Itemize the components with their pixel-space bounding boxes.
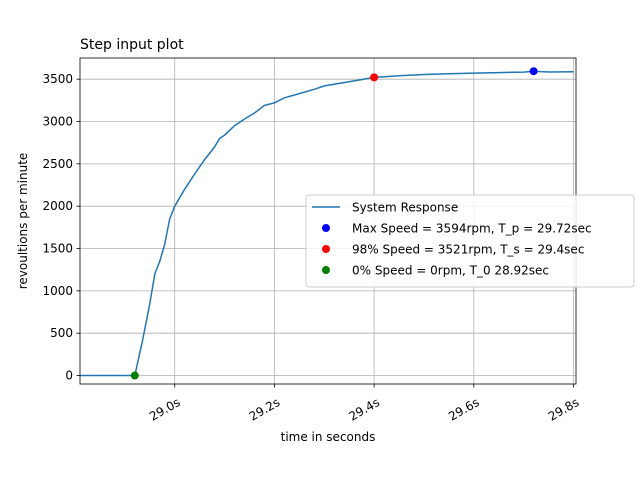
- y-tick-label: 2500: [42, 157, 73, 171]
- y-tick-label: 500: [50, 326, 73, 340]
- y-tick-label: 1500: [42, 242, 73, 256]
- series-line-system-response: [80, 70, 574, 377]
- legend: System Response Max Speed = 3594rpm, T_p …: [305, 194, 635, 288]
- legend-box: [305, 194, 635, 288]
- marker-point: [130, 371, 139, 380]
- legend-label: Max Speed = 3594rpm, T_p = 29.72sec: [352, 222, 592, 236]
- legend-label: System Response: [352, 201, 458, 215]
- y-axis-label: revoultions per minute: [16, 153, 30, 290]
- legend-label: 98% Speed = 3521rpm, T_s = 29.4sec: [352, 243, 584, 257]
- chart-title: Step input plot: [80, 37, 184, 53]
- legend-marker-swatch: [322, 224, 330, 232]
- y-tick-label: 3500: [42, 72, 73, 86]
- y-tick-label: 1000: [42, 284, 73, 298]
- y-tick-label: 3000: [42, 115, 73, 129]
- marker-point: [370, 73, 379, 82]
- x-axis-label: time in seconds: [281, 430, 376, 444]
- y-tick-label: 0: [65, 369, 73, 383]
- plot-area: [80, 67, 574, 380]
- y-axis-ticks: 0 500 1000 1500 2000 2500 3000 3500: [42, 72, 80, 383]
- marker-point: [529, 67, 538, 76]
- legend-marker-swatch: [322, 266, 330, 274]
- y-tick-label: 2000: [42, 199, 73, 213]
- legend-label: 0% Speed = 0rpm, T_0 28.92sec: [352, 264, 549, 278]
- legend-marker-swatch: [322, 245, 330, 253]
